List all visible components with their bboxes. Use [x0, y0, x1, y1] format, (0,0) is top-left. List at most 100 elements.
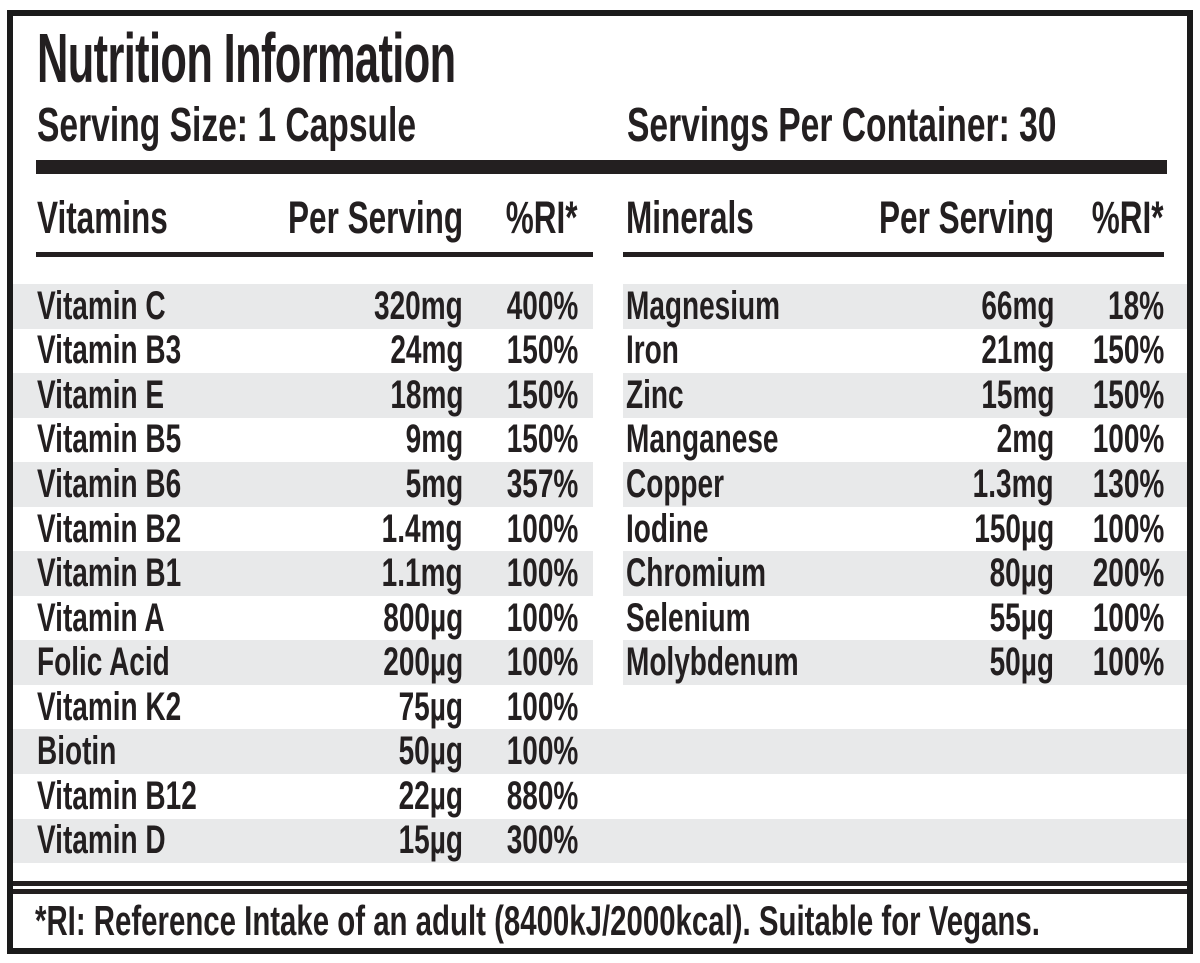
row-gap — [593, 462, 623, 507]
mineral-amount: 2mg — [879, 417, 1054, 463]
vitamin-amount-text: 50µg — [398, 729, 463, 774]
mineral-ri-text: 100% — [1092, 506, 1164, 551]
servings-per-container-text: Servings Per Container: 30 — [627, 99, 1057, 152]
mineral-name: Zinc — [626, 373, 879, 418]
vitamin-amount: 200µg — [288, 640, 463, 685]
table-gap — [593, 184, 623, 257]
vitamin-name: Vitamin E — [37, 373, 288, 418]
row-gap — [593, 373, 623, 418]
vitamin-amount: 18mg — [288, 373, 463, 418]
vitamin-name-text: Vitamin B1 — [37, 551, 182, 596]
vitamin-row-zone: Biotin 50µg 100% — [13, 729, 593, 775]
mineral-ri — [1054, 729, 1164, 774]
mineral-amount-text: 80µg — [989, 551, 1054, 596]
vitamin-name: Folic Acid — [37, 640, 288, 685]
mineral-amount-text: 150µg — [974, 506, 1054, 551]
mineral-ri — [1054, 819, 1164, 864]
mineral-amount-text: 66mg — [980, 283, 1054, 328]
vitamin-name: Vitamin B3 — [37, 328, 288, 374]
minerals-ri-header: %RI* — [1054, 192, 1164, 250]
vitamin-ri: 150% — [463, 417, 578, 463]
table-row: Vitamin E 18mg 150% Zinc 15mg 150% — [13, 373, 1187, 418]
row-gap — [593, 551, 623, 596]
mineral-name-text: Chromium — [626, 551, 766, 596]
vitamin-ri: 100% — [463, 729, 578, 774]
mineral-name: Molybdenum — [626, 640, 879, 685]
table-row: Vitamin C 320mg 400% Magnesium 66mg 18% — [13, 284, 1187, 329]
vitamin-row-zone: Vitamin D 15µg 300% — [13, 818, 593, 864]
mineral-name — [626, 729, 879, 774]
mineral-row-zone: Magnesium 66mg 18% — [623, 284, 1187, 329]
table-row: Vitamin B1 1.1mg 100% Chromium 80µg 200% — [13, 551, 1187, 596]
vitamins-ri-label: %RI* — [506, 191, 578, 243]
row-gap — [593, 284, 623, 329]
mineral-amount: 66mg — [879, 284, 1054, 329]
vitamin-amount: 1.1mg — [288, 551, 463, 596]
mineral-ri-text: 100% — [1092, 595, 1164, 640]
serving-size-text: Serving Size: 1 Capsule — [37, 99, 417, 152]
vitamin-name-text: Vitamin C — [37, 283, 166, 328]
mineral-row-zone: Molybdenum 50µg 100% — [623, 640, 1187, 685]
mineral-amount: 50µg — [879, 640, 1054, 685]
vitamin-name-text: Vitamin B2 — [37, 506, 182, 551]
vitamin-amount: 1.4mg — [288, 507, 463, 552]
mineral-ri: 18% — [1054, 284, 1164, 329]
row-gap — [593, 818, 623, 864]
vitamin-ri-text: 100% — [506, 551, 578, 596]
mineral-name-text: Iron — [626, 328, 679, 373]
label-header: Nutrition Information Serving Size: 1 Ca… — [13, 16, 1187, 152]
mineral-name: Magnesium — [626, 284, 879, 329]
vitamin-amount: 9mg — [288, 417, 463, 463]
vitamin-amount: 5mg — [288, 462, 463, 507]
vitamin-name-text: Vitamin B6 — [37, 461, 182, 506]
mineral-row-zone: Copper 1.3mg 130% — [623, 462, 1187, 507]
mineral-amount — [879, 729, 1054, 774]
mineral-name-text: Selenium — [626, 595, 751, 640]
vitamin-amount: 22µg — [288, 774, 463, 819]
vitamin-row-zone: Vitamin K2 75µg 100% — [13, 685, 593, 730]
vitamin-amount: 24mg — [288, 328, 463, 374]
vitamin-amount-text: 75µg — [398, 684, 463, 729]
mineral-amount-text: 21mg — [980, 328, 1054, 373]
mineral-ri-text: 130% — [1092, 461, 1164, 506]
vitamin-ri-text: 400% — [506, 283, 578, 328]
table-row: Vitamin B5 9mg 150% Manganese 2mg 100% — [13, 417, 1187, 463]
mineral-name: Iodine — [626, 507, 879, 552]
vitamins-per-serving-header: Per Serving — [288, 192, 463, 250]
mineral-amount-text: 15mg — [980, 372, 1054, 417]
vitamin-name-text: Vitamin D — [37, 818, 166, 863]
table-row: Vitamin B12 22µg 880% — [13, 774, 1187, 819]
vitamin-name-text: Vitamin B12 — [37, 773, 197, 818]
table-row: Vitamin A 800µg 100% Selenium 55µg 100% — [13, 596, 1187, 641]
vitamin-name: Vitamin B2 — [37, 507, 288, 552]
vitamin-row-zone: Vitamin B12 22µg 880% — [13, 774, 593, 819]
footnote-text: *RI: Reference Intake of an adult (8400k… — [35, 897, 1040, 944]
row-gap — [593, 729, 623, 775]
mineral-amount — [879, 774, 1054, 819]
mineral-amount-text: 55µg — [989, 595, 1054, 640]
table-row: Folic Acid 200µg 100% Molybdenum 50µg 100% — [13, 640, 1187, 685]
row-gap — [593, 506, 623, 552]
mineral-amount: 21mg — [879, 328, 1054, 374]
mineral-ri: 150% — [1054, 328, 1164, 374]
vitamins-ri-header: %RI* — [463, 192, 578, 250]
vitamin-ri-text: 100% — [506, 684, 578, 729]
vitamin-name: Vitamin K2 — [37, 685, 288, 730]
mineral-row-zone: Iodine 150µg 100% — [623, 507, 1187, 552]
mineral-row-zone: Selenium 55µg 100% — [623, 596, 1187, 641]
row-gap — [593, 595, 623, 641]
vitamin-amount-text: 9mg — [405, 417, 463, 462]
minerals-header-label: Minerals — [626, 191, 754, 243]
mineral-name: Iron — [626, 328, 879, 374]
mineral-row-zone — [623, 684, 1187, 730]
mineral-name — [626, 685, 879, 730]
vitamin-ri: 100% — [463, 596, 578, 641]
row-gap — [593, 417, 623, 463]
mineral-ri-text: 18% — [1107, 283, 1164, 328]
vitamin-amount: 800µg — [288, 596, 463, 641]
vitamin-amount-text: 1.4mg — [382, 506, 463, 551]
minerals-per-serving-label: Per Serving — [878, 191, 1054, 243]
mineral-amount: 80µg — [879, 551, 1054, 596]
vitamin-ri-text: 150% — [506, 372, 578, 417]
vitamin-amount-text: 15µg — [398, 818, 463, 863]
